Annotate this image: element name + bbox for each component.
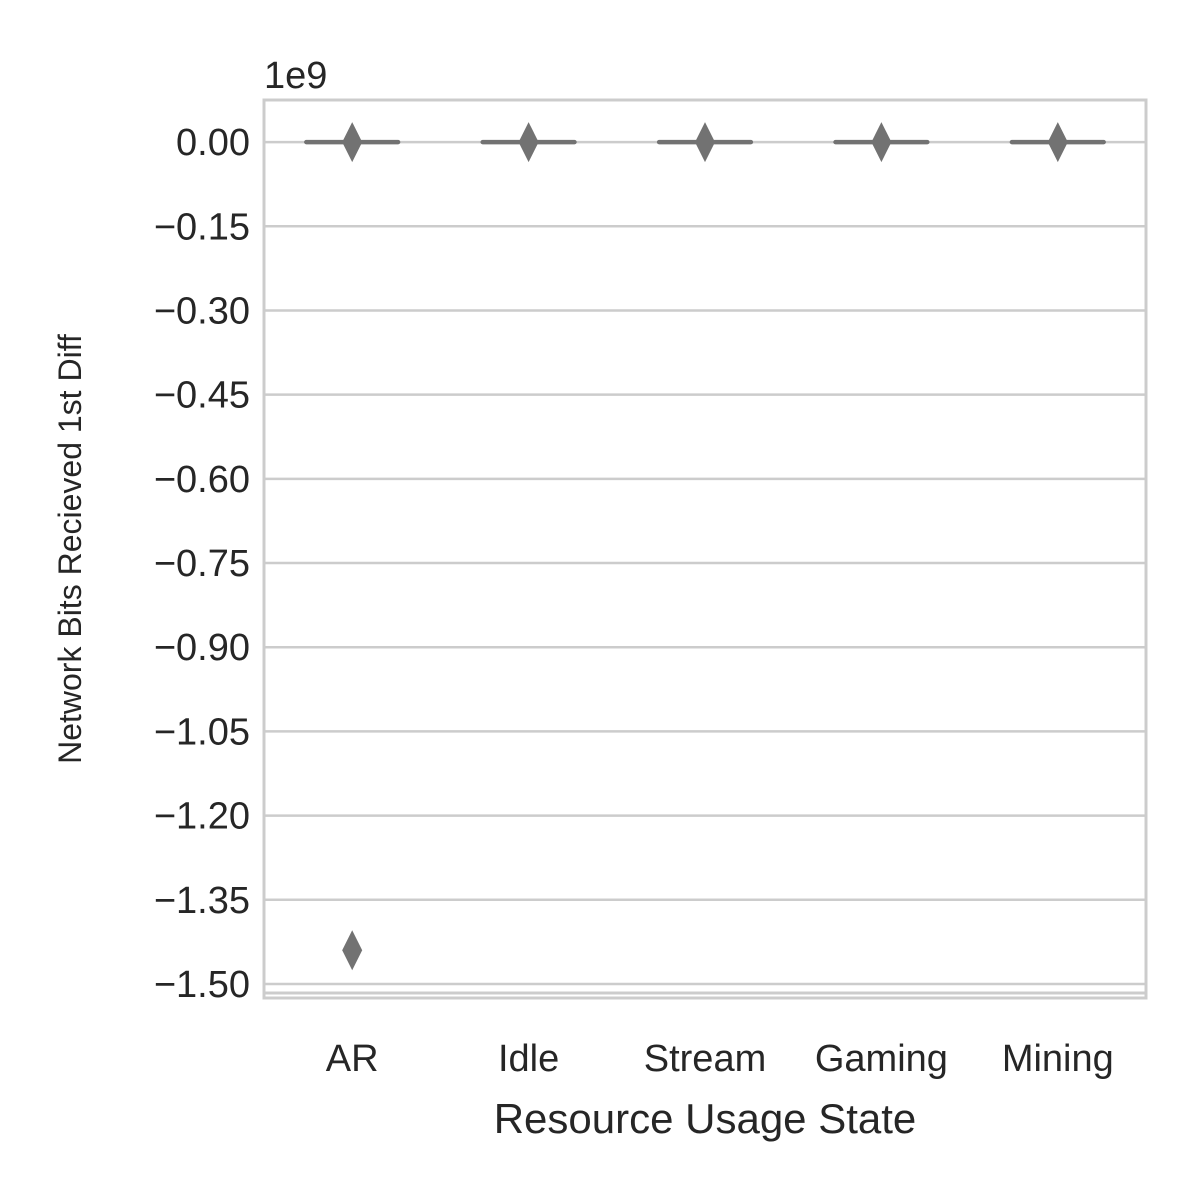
x-tick-label: Stream [644, 1038, 766, 1080]
x-axis-label: Resource Usage State [494, 1095, 917, 1142]
y-tick-label: −0.75 [154, 543, 250, 585]
y-axis-label: Network Bits Recieved 1st Diff [52, 334, 88, 764]
outlier-marker [342, 122, 363, 163]
outlier-marker [342, 930, 363, 971]
grid-lines [264, 140, 1146, 986]
y-tick-label: −1.20 [154, 796, 250, 838]
y-tick-label: −1.35 [154, 880, 250, 922]
outlier-marker [518, 122, 539, 163]
y-tick-label: −0.30 [154, 290, 250, 332]
y-tick-label: −0.90 [154, 627, 250, 669]
y-tick-label: −1.05 [154, 711, 250, 753]
x-tick-label: Gaming [815, 1038, 948, 1080]
x-tick-label: AR [326, 1038, 379, 1080]
x-tick-label: Mining [1002, 1038, 1114, 1080]
box-group-stream [656, 122, 754, 163]
y-tick-label: −0.15 [154, 206, 250, 248]
y-tick-label: −0.60 [154, 459, 250, 501]
box-plot-marks [304, 122, 1106, 971]
outlier-marker [871, 122, 892, 163]
x-tick-label: Idle [498, 1038, 559, 1080]
y-tick-labels: 0.00 −0.15 −0.30 −0.45 −0.60 −0.75 −0.90 −1.05 −… [154, 122, 250, 1006]
x-tick-labels: AR Idle Stream Gaming Mining [326, 1038, 1114, 1080]
box-group-ar [304, 122, 401, 971]
box-group-idle [480, 122, 577, 163]
y-offset-label: 1e9 [264, 55, 327, 97]
outlier-marker [1047, 122, 1068, 163]
box-group-gaming [833, 122, 930, 163]
y-tick-label: 0.00 [176, 122, 250, 164]
outlier-marker [695, 122, 715, 163]
y-tick-label: −0.45 [154, 375, 250, 417]
y-tick-label: −1.50 [154, 964, 250, 1006]
plot-frame [262, 98, 1148, 1000]
box-group-mining [1009, 122, 1106, 163]
